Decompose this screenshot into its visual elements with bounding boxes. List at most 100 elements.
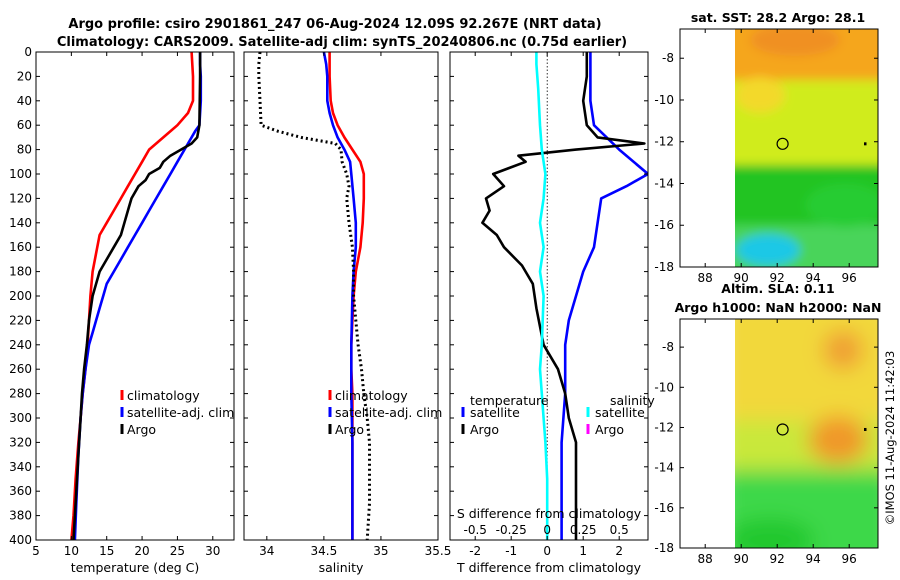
sla-patch-orange-e xyxy=(808,416,868,464)
sla-land-gap xyxy=(680,319,735,548)
y-tick-label: 260 xyxy=(9,362,32,376)
sst-map-title: sat. SST: 28.2 Argo: 28.1 xyxy=(691,10,865,25)
map-y-tick-label: -14 xyxy=(654,176,674,190)
temperature-series-argo xyxy=(72,52,202,540)
map-y-tick-label: -8 xyxy=(662,340,674,354)
legend-label: Argo xyxy=(335,422,364,437)
legend-label: climatology xyxy=(335,388,408,403)
y-tick-label: 80 xyxy=(17,143,32,157)
x-tick-label: 0 xyxy=(543,544,551,558)
y-tick-label: 180 xyxy=(9,265,32,279)
map-y-tick-label: -12 xyxy=(654,420,674,434)
y-tick-label: 0 xyxy=(24,45,32,59)
map-y-tick-label: -8 xyxy=(662,51,674,65)
map-y-tick-label: -14 xyxy=(654,461,674,475)
y-tick-label: 280 xyxy=(9,387,32,401)
map-y-tick-label: -10 xyxy=(654,93,674,107)
difference-from-climatology-series-s-satellite xyxy=(535,52,549,540)
legend-header-salinity: salinity xyxy=(610,393,655,408)
legend-label: climatology xyxy=(127,388,200,403)
salinity-series-satellite-adj-clim xyxy=(322,52,358,540)
legend-label: satellite-adj. clim xyxy=(335,405,442,420)
sst-land-gap xyxy=(680,29,735,267)
map-dot-marker xyxy=(864,427,867,431)
sla-map: 88 90 92 94 96 -8 -10 -12 -14 -16 -18 xyxy=(654,318,879,566)
y-tick-label: 140 xyxy=(9,216,32,230)
map-y-tick-label: -18 xyxy=(654,541,674,555)
legend-label: Argo xyxy=(595,422,624,437)
s-tick-label: 0.25 xyxy=(570,523,597,537)
difference-panel: -2 -1 0 1 2 T difference from climatology temp… xyxy=(449,51,655,575)
x-tick-label: -1 xyxy=(505,544,517,558)
argo-location-marker xyxy=(776,137,789,150)
figure-title-line1: Argo profile: csiro 2901861_247 06-Aug-2… xyxy=(68,17,601,32)
sla-map-title-line2: Argo h1000: NaN h2000: NaN xyxy=(675,300,882,315)
y-tick-label: 120 xyxy=(9,191,32,205)
x-axis-label: salinity xyxy=(319,560,364,575)
figure-title-line2: Climatology: CARS2009. Satellite-adj cli… xyxy=(57,35,627,50)
map-y-tick-label: -16 xyxy=(654,218,674,232)
map-y-tick-label: -16 xyxy=(654,501,674,515)
argo-location-marker xyxy=(776,423,789,436)
map-y-tick-label: -12 xyxy=(654,135,674,149)
x-tick-label: 34 xyxy=(259,544,274,558)
map-y-tick-label: -10 xyxy=(654,380,674,394)
map-y-tick-label: -18 xyxy=(654,260,674,274)
map-dot-marker xyxy=(864,142,867,146)
x-tick-label: 25 xyxy=(170,544,185,558)
legend-label: satellite xyxy=(595,405,645,420)
legend-label: satellite xyxy=(470,405,520,420)
x-tick-label: 2 xyxy=(615,544,623,558)
x-tick-label: -2 xyxy=(469,544,481,558)
x-tick-label: 35.5 xyxy=(425,544,452,558)
difference-from-climatology-series-t-argo xyxy=(481,52,646,540)
map-x-tick-label: 92 xyxy=(770,271,785,285)
y-tick-label: 340 xyxy=(9,460,32,474)
sst-patch-orange xyxy=(750,29,840,56)
s-tick-label: 0.5 xyxy=(610,523,629,537)
x-tick-label: 10 xyxy=(64,544,79,558)
sla-patch-orange-ne xyxy=(823,330,863,370)
sst-patch-yellow xyxy=(735,77,785,113)
map-x-tick-label: 90 xyxy=(734,552,749,566)
s-tick-label: -0.25 xyxy=(496,523,527,537)
timestamp-label: ©IMOS 11-Aug-2024 11:42:03 xyxy=(883,351,897,526)
map-x-tick-label: 96 xyxy=(842,552,857,566)
x-tick-label: 1 xyxy=(579,544,587,558)
salinity-panel: 34 34.5 35 35.5 salinity climatology satellite… xyxy=(243,51,452,575)
y-tick-label: 400 xyxy=(9,533,32,547)
s-tick-label: -0.5 xyxy=(463,523,486,537)
map-x-tick-label: 94 xyxy=(806,552,821,566)
map-x-tick-label: 96 xyxy=(842,271,857,285)
y-tick-label: 60 xyxy=(17,118,32,132)
s-tick-label: 0 xyxy=(543,523,551,537)
x-axis-label: T difference from climatology xyxy=(456,560,642,575)
y-tick-label: 160 xyxy=(9,240,32,254)
x-tick-label: 35 xyxy=(373,544,388,558)
sst-patch-green xyxy=(805,183,878,227)
sst-map: 88 90 92 94 96 -8 -10 -12 -14 -16 -18 xyxy=(654,28,879,285)
map-x-tick-label: 88 xyxy=(698,271,713,285)
sst-patch-cyan xyxy=(736,234,800,266)
sla-map-title-line1: Altim. SLA: 0.11 xyxy=(721,281,834,296)
y-tick-label: 200 xyxy=(9,289,32,303)
y-tick-label: 40 xyxy=(17,94,32,108)
map-x-tick-label: 90 xyxy=(734,271,749,285)
x-axis-label: temperature (deg C) xyxy=(71,560,200,575)
s-difference-label: S difference from climatology xyxy=(457,506,642,521)
y-tick-label: 300 xyxy=(9,411,32,425)
sla-patch-green-s xyxy=(735,518,815,548)
y-tick-label: 360 xyxy=(9,484,32,498)
x-tick-label: 5 xyxy=(32,544,40,558)
y-tick-label: 220 xyxy=(9,313,32,327)
legend-label: Argo xyxy=(470,422,499,437)
y-tick-label: 320 xyxy=(9,435,32,449)
x-tick-label: 15 xyxy=(99,544,114,558)
legend-header-temperature: temperature xyxy=(470,393,549,408)
map-x-tick-label: 94 xyxy=(806,271,821,285)
y-tick-label: 240 xyxy=(9,338,32,352)
y-tick-label: 20 xyxy=(17,69,32,83)
y-tick-label: 100 xyxy=(9,167,32,181)
temperature-panel: 5 10 15 20 25 3002040608010012014016018020022… xyxy=(9,45,235,575)
